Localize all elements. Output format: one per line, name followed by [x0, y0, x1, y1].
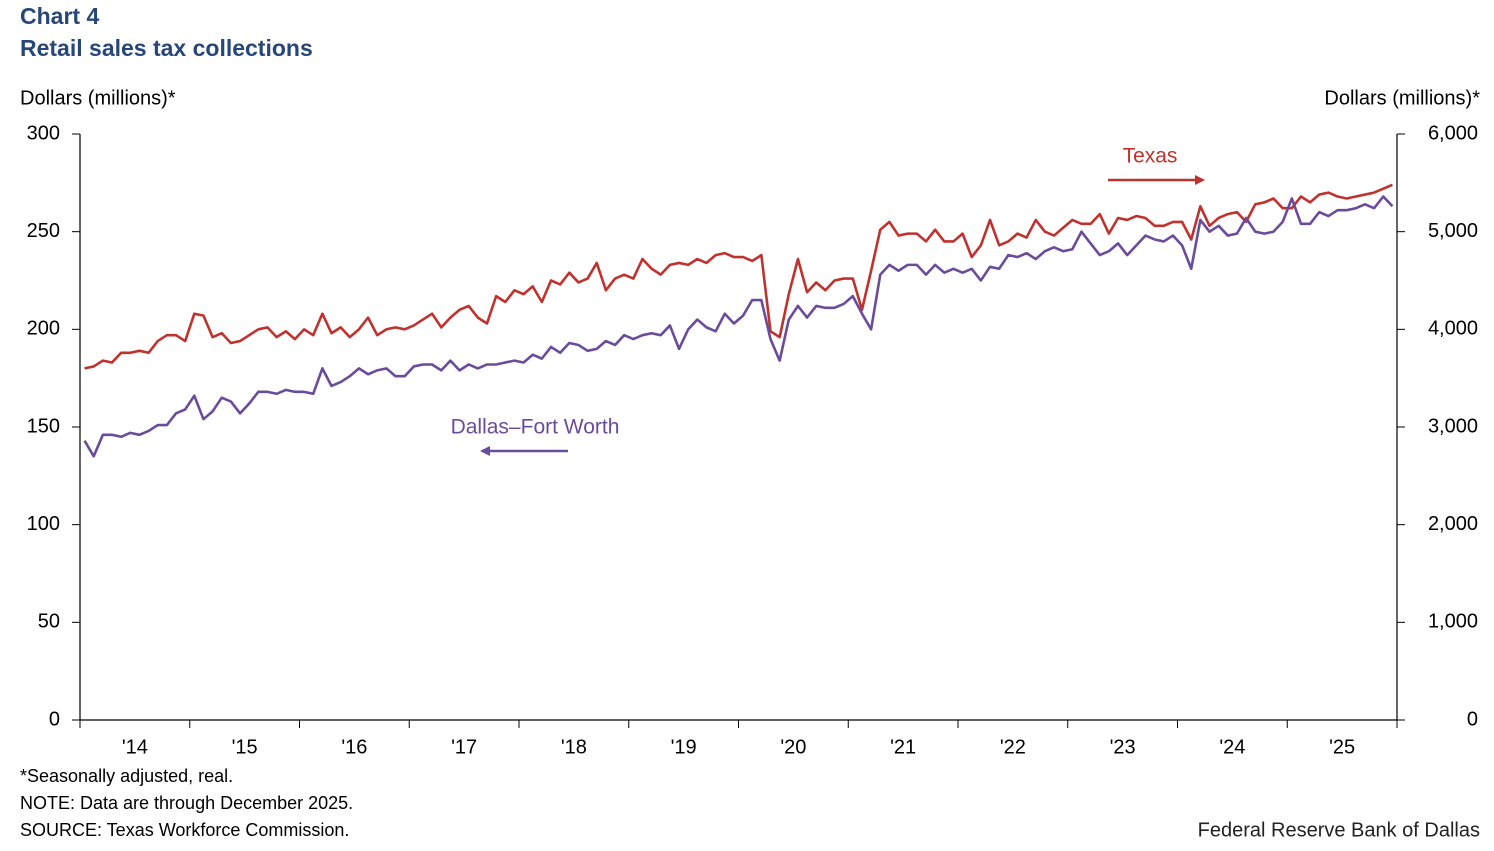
- y2-tick-label: 0: [1467, 708, 1478, 730]
- x-tick-label: '17: [451, 736, 477, 758]
- x-tick-label: '20: [780, 736, 806, 758]
- y2-tick-label: 6,000: [1428, 122, 1478, 144]
- y-tick-label: 250: [27, 220, 60, 242]
- x-tick-label: '14: [122, 736, 148, 758]
- y2-tick-label: 5,000: [1428, 220, 1478, 242]
- y2-tick-label: 3,000: [1428, 415, 1478, 437]
- series-line: [83, 195, 1394, 458]
- y-tick-label: 100: [27, 513, 60, 535]
- y-tick-label: 200: [27, 318, 60, 340]
- y-axis-label: Dollars (millions)*: [20, 87, 176, 109]
- x-tick-label: '21: [890, 736, 916, 758]
- x-tick-label: '15: [232, 736, 258, 758]
- x-tick-label: '24: [1219, 736, 1245, 758]
- chart-title: Chart 4: [20, 3, 99, 29]
- x-tick-label: '19: [671, 736, 697, 758]
- y-tick-label: 150: [27, 415, 60, 437]
- y2-axis-label: Dollars (millions)*: [1324, 87, 1480, 109]
- y2-tick-label: 1,000: [1428, 611, 1478, 633]
- legend-label: Texas: [1123, 145, 1178, 168]
- y-tick-label: 0: [49, 708, 60, 730]
- x-tick-label: '16: [341, 736, 367, 758]
- y-tick-label: 50: [38, 611, 60, 633]
- credit: Federal Reserve Bank of Dallas: [1198, 819, 1480, 841]
- footnote: *Seasonally adjusted, real.: [20, 766, 233, 786]
- y2-tick-label: 4,000: [1428, 318, 1478, 340]
- footnote: SOURCE: Texas Workforce Commission.: [20, 820, 349, 840]
- y-tick-label: 300: [27, 122, 60, 144]
- x-tick-label: '25: [1329, 736, 1355, 758]
- chart-subtitle: Retail sales tax collections: [20, 35, 313, 61]
- y2-tick-label: 2,000: [1428, 513, 1478, 535]
- x-tick-label: '23: [1110, 736, 1136, 758]
- legend-label: Dallas–Fort Worth: [451, 416, 620, 439]
- series-line: [84, 183, 1393, 370]
- footnote: NOTE: Data are through December 2025.: [20, 793, 353, 813]
- x-tick-label: '18: [561, 736, 587, 758]
- x-tick-label: '22: [1000, 736, 1026, 758]
